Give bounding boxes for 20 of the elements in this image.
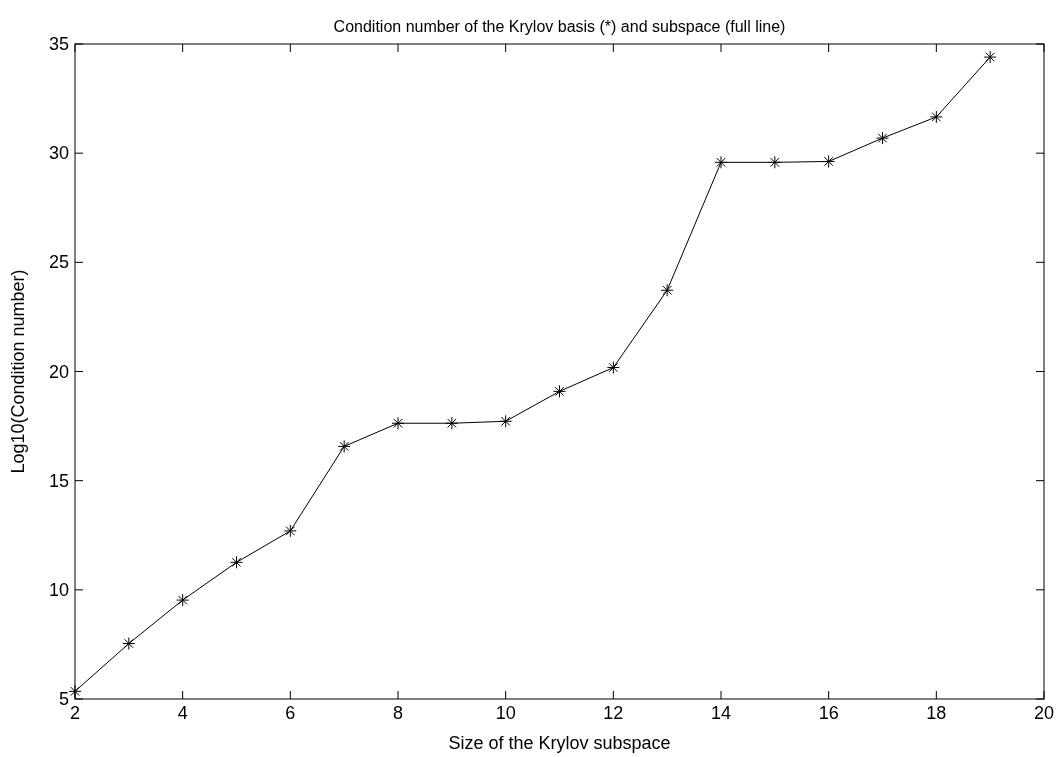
x-tick-label: 4 (177, 703, 188, 723)
y-tick-label: 10 (48, 579, 69, 600)
y-tick-label: 25 (48, 252, 69, 273)
x-tick-label: 2 (69, 703, 81, 723)
x-tick-label: 12 (603, 703, 624, 723)
x-tick-label: 8 (392, 703, 404, 723)
x-tick-label: 14 (710, 703, 732, 723)
y-tick-label: 35 (48, 34, 69, 54)
chart-title: Condition number of the Krylov basis (*) and subspace (full line) (333, 18, 786, 35)
x-tick-label: 16 (818, 703, 839, 723)
x-axis-title: Size of the Krylov subspace (448, 733, 671, 753)
x-tick-label: 10 (495, 703, 516, 723)
x-tick-label: 18 (926, 703, 947, 723)
x-tick-label: 20 (1033, 703, 1055, 723)
y-axis-title: Log10(Condition number) (8, 269, 28, 474)
x-tick-label: 6 (285, 703, 296, 723)
y-tick-label: 15 (48, 470, 69, 491)
y-tick-label: 5 (58, 689, 69, 709)
y-tick-label: 20 (48, 361, 69, 382)
y-tick-label: 30 (48, 143, 69, 164)
